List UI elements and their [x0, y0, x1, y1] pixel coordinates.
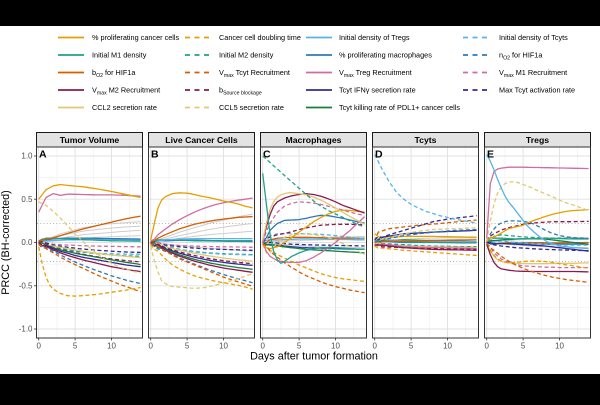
- svg-text:Initial density of Tregs: Initial density of Tregs: [339, 33, 410, 42]
- svg-text:Tcyt killing rate of PDL1+ can: Tcyt killing rate of PDL1+ cancer cells: [339, 103, 460, 112]
- svg-text:5: 5: [185, 342, 190, 351]
- svg-text:E: E: [487, 149, 494, 161]
- svg-text:0: 0: [372, 342, 377, 351]
- svg-text:5: 5: [409, 342, 414, 351]
- svg-text:CCL2 secretion rate: CCL2 secretion rate: [92, 103, 157, 112]
- svg-text:Live Cancer Cells: Live Cancer Cells: [165, 135, 238, 145]
- svg-text:0.5: 0.5: [21, 195, 33, 204]
- svg-text:nO2 for HIF1a: nO2 for HIF1a: [499, 51, 543, 62]
- svg-text:0: 0: [484, 342, 489, 351]
- svg-text:bO2 for HIF1a: bO2 for HIF1a: [92, 68, 136, 79]
- svg-text:D: D: [375, 149, 383, 161]
- svg-text:Initial M1 density: Initial M1 density: [92, 51, 147, 60]
- svg-text:10: 10: [219, 342, 228, 351]
- svg-text:% proliferating cancer cells: % proliferating cancer cells: [92, 33, 180, 42]
- svg-text:Days after tumor formation: Days after tumor formation: [250, 351, 378, 363]
- svg-text:10: 10: [555, 342, 564, 351]
- svg-text:10: 10: [107, 342, 116, 351]
- svg-text:Tcyts: Tcyts: [414, 135, 436, 145]
- svg-text:Initial M2 density: Initial M2 density: [219, 51, 274, 60]
- svg-text:5: 5: [73, 342, 78, 351]
- svg-text:Cancer cell doubling time: Cancer cell doubling time: [219, 33, 301, 42]
- svg-text:CCL5 secretion rate: CCL5 secretion rate: [219, 103, 284, 112]
- svg-text:0: 0: [148, 342, 153, 351]
- svg-text:1.0: 1.0: [21, 152, 33, 161]
- svg-text:% proliferating macrophages: % proliferating macrophages: [339, 51, 432, 60]
- svg-text:0: 0: [260, 342, 265, 351]
- svg-text:0.0: 0.0: [21, 238, 33, 247]
- svg-text:Tregs: Tregs: [526, 135, 549, 145]
- svg-text:PRCC (BH-corrected): PRCC (BH-corrected): [0, 190, 12, 294]
- svg-text:Vmax M1 Recruitment: Vmax M1 Recruitment: [499, 68, 567, 79]
- svg-text:10: 10: [443, 342, 452, 351]
- svg-text:A: A: [39, 149, 47, 161]
- svg-text:5: 5: [521, 342, 526, 351]
- svg-text:Macrophages: Macrophages: [285, 135, 341, 145]
- svg-text:Vmax Tcyt Recruitment: Vmax Tcyt Recruitment: [219, 68, 290, 79]
- svg-text:-1.0: -1.0: [19, 325, 33, 334]
- svg-text:0: 0: [36, 342, 41, 351]
- svg-text:Initial density of Tcyts: Initial density of Tcyts: [499, 33, 568, 42]
- svg-text:5: 5: [297, 342, 302, 351]
- svg-text:B: B: [151, 149, 159, 161]
- svg-text:Vmax Treg Recruitment: Vmax Treg Recruitment: [339, 68, 412, 79]
- svg-text:Tumor Volume: Tumor Volume: [60, 135, 120, 145]
- svg-text:-0.5: -0.5: [19, 281, 33, 290]
- svg-text:bSource blockage: bSource blockage: [219, 86, 262, 97]
- svg-text:Vmax M2 Recruitment: Vmax M2 Recruitment: [92, 86, 160, 97]
- svg-text:10: 10: [331, 342, 340, 351]
- svg-text:C: C: [263, 149, 271, 161]
- svg-text:Max Tcyt activation rate: Max Tcyt activation rate: [499, 86, 575, 95]
- svg-text:Tcyt IFNγ secretion rate: Tcyt IFNγ secretion rate: [339, 86, 416, 95]
